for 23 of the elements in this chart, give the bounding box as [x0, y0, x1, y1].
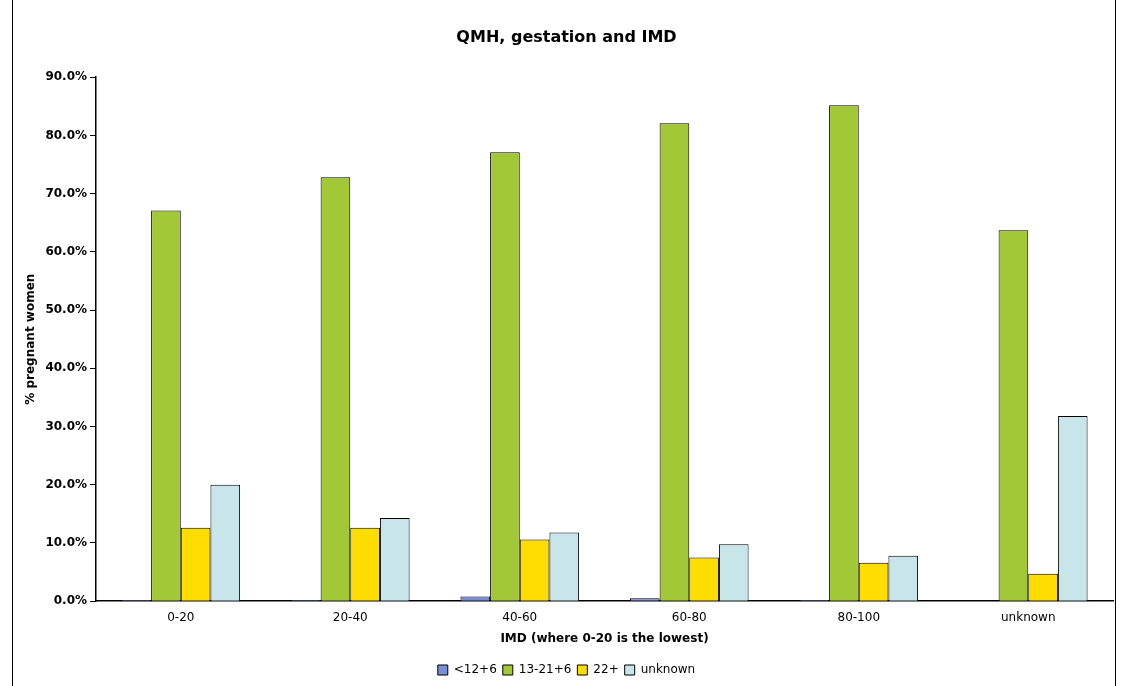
y-tick-label: 20.0%	[45, 476, 88, 491]
x-tick-label: 80-100	[837, 609, 881, 624]
x-tick-label: 40-60	[502, 609, 538, 624]
y-tick-label: 50.0%	[45, 302, 88, 317]
y-tick-label: 10.0%	[45, 535, 88, 550]
y-tick-label: 90.0%	[45, 69, 88, 84]
y-tick-label: 30.0%	[45, 418, 88, 433]
y-tick-label: 0.0%	[53, 593, 88, 608]
x-tick-label: unknown	[1000, 609, 1056, 624]
y-tick-label: 40.0%	[45, 360, 88, 375]
y-axis-title: % pregnant women	[23, 273, 38, 405]
y-tick-label: 60.0%	[45, 243, 88, 258]
x-axis-title: IMD (where 0-20 is the lowest)	[500, 630, 709, 645]
x-tick-label: 20-40	[332, 609, 368, 624]
legend-label: unknown	[640, 662, 696, 677]
legend-label: <12+6	[453, 662, 497, 677]
legend-label: 13-21+6	[518, 662, 572, 677]
x-tick-label: 60-80	[671, 609, 707, 624]
x-tick-label: 0-20	[167, 609, 195, 624]
y-tick-label: 80.0%	[45, 127, 88, 142]
legend-label: 22+	[593, 662, 619, 677]
y-tick-label: 70.0%	[45, 185, 88, 200]
chart-title: QMH, gestation and IMD	[456, 26, 677, 46]
